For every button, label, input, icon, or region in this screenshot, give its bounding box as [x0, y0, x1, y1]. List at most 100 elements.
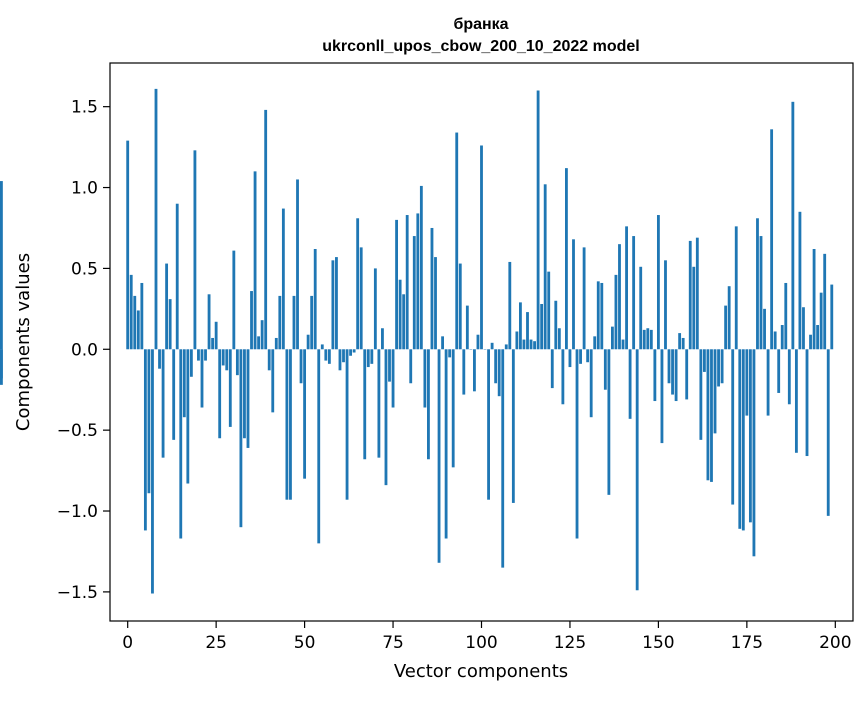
- bar-114: [530, 340, 533, 350]
- chart-title: бранка: [453, 16, 508, 33]
- bar-181: [767, 349, 770, 415]
- bar-64: [353, 349, 356, 352]
- bar-22: [204, 349, 207, 360]
- bar-94: [459, 264, 462, 350]
- bar-142: [629, 349, 632, 419]
- bar-155: [675, 349, 678, 401]
- bar-6: [148, 349, 151, 493]
- bar-12: [169, 299, 172, 349]
- bar-187: [788, 349, 791, 404]
- bar-130: [586, 349, 589, 362]
- bar-40: [268, 349, 271, 370]
- bar-25: [215, 322, 218, 350]
- bar-46: [289, 349, 292, 499]
- bar-44: [282, 209, 285, 350]
- y-tick-label: 1.5: [71, 98, 98, 118]
- bar-119: [547, 272, 550, 350]
- bar-86: [431, 228, 434, 349]
- bar-112: [523, 340, 526, 350]
- bar-194: [813, 249, 816, 349]
- bar-41: [271, 349, 274, 412]
- bar-171: [731, 349, 734, 504]
- bar-0: [126, 141, 129, 350]
- bar-126: [572, 239, 575, 349]
- bar-162: [699, 349, 702, 440]
- bar-89: [441, 336, 444, 349]
- bar-115: [533, 341, 536, 349]
- bar-61: [342, 349, 345, 362]
- bar-152: [664, 260, 667, 349]
- bar-57: [328, 349, 331, 364]
- bar-90: [445, 349, 448, 538]
- bar-158: [685, 349, 688, 399]
- bar-183: [774, 331, 777, 349]
- bar-39: [264, 110, 267, 349]
- bar-107: [505, 344, 508, 349]
- bar-67: [363, 349, 366, 459]
- bar-19: [194, 150, 197, 349]
- bar-18: [190, 349, 193, 377]
- bar-36: [254, 171, 257, 349]
- bar-45: [285, 349, 288, 499]
- bar-81: [413, 236, 416, 349]
- bar-105: [498, 349, 501, 396]
- bar-87: [434, 257, 437, 349]
- bar-139: [618, 244, 621, 349]
- bar-120: [551, 349, 554, 388]
- bar-66: [360, 247, 363, 349]
- bar-167: [717, 349, 720, 386]
- bar-104: [494, 349, 497, 383]
- bar-186: [784, 283, 787, 349]
- bar-156: [678, 333, 681, 349]
- bar-110: [515, 331, 518, 349]
- bar-2: [133, 296, 136, 349]
- bar-137: [611, 327, 614, 350]
- bar-98: [473, 349, 476, 391]
- bar-164: [707, 349, 710, 480]
- bar-69: [370, 349, 373, 364]
- bar-17: [186, 349, 189, 483]
- x-axis-label: Vector components: [394, 661, 568, 682]
- bar-102: [487, 349, 490, 499]
- bar-80: [409, 349, 412, 383]
- bar-27: [222, 349, 225, 365]
- bar-60: [339, 349, 342, 370]
- bar-42: [275, 338, 278, 349]
- bar-1: [130, 275, 133, 349]
- bar-78: [402, 294, 405, 349]
- bar-192: [806, 349, 809, 456]
- bar-153: [668, 349, 671, 383]
- bar-169: [724, 306, 727, 350]
- bar-160: [692, 267, 695, 349]
- bar-50: [303, 349, 306, 478]
- bar-undefined: [0, 181, 3, 349]
- bar-127: [576, 349, 579, 538]
- bar-49: [300, 349, 303, 383]
- bar-148: [650, 330, 653, 349]
- bar-199: [830, 285, 833, 350]
- bar-8: [155, 89, 158, 349]
- bar-124: [565, 168, 568, 349]
- bar-176: [749, 349, 752, 522]
- bar-134: [600, 283, 603, 349]
- y-tick-label: 1.0: [71, 179, 98, 199]
- bar-21: [201, 349, 204, 407]
- bar-113: [526, 312, 529, 349]
- bar-159: [689, 241, 692, 349]
- bar-73: [385, 349, 388, 485]
- bar-198: [827, 349, 830, 516]
- x-tick-label: 0: [122, 633, 133, 653]
- bar-43: [278, 296, 281, 349]
- bar-145: [639, 267, 642, 349]
- bar-29: [229, 349, 232, 427]
- bar-99: [477, 335, 480, 350]
- bar-196: [820, 293, 823, 350]
- bar-143: [632, 236, 635, 349]
- bar-132: [593, 336, 596, 349]
- bar-11: [165, 264, 168, 350]
- bar-144: [636, 349, 639, 590]
- bar-74: [388, 349, 391, 381]
- bar-138: [615, 275, 618, 349]
- bar-163: [703, 349, 706, 372]
- bar-71: [377, 349, 380, 457]
